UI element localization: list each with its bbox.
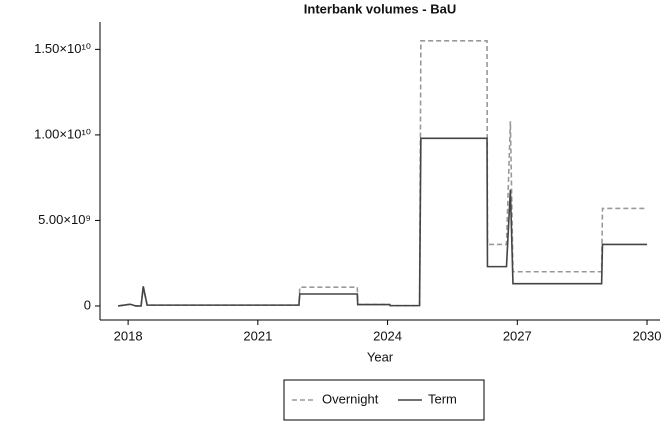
x-tick-label: 2024 [373,328,402,343]
legend-label: Term [428,391,457,406]
y-tick-label: 1.00×10¹⁰ [34,126,91,141]
series-line [118,137,648,307]
x-tick-label: 2030 [633,328,662,343]
x-tick-label: 2021 [243,328,272,343]
x-axis-label: Year [367,349,394,364]
chart-title: Interbank volumes - BaU [304,1,456,16]
x-tick-label: 2018 [114,328,143,343]
legend [283,379,485,421]
legend-label: Overnight [322,391,379,406]
y-tick-label: 5.00×10⁹ [38,212,91,227]
y-tick-label: 0 [84,297,91,312]
y-tick-label: 1.50×10¹⁰ [34,41,91,56]
x-tick-label: 2027 [503,328,532,343]
